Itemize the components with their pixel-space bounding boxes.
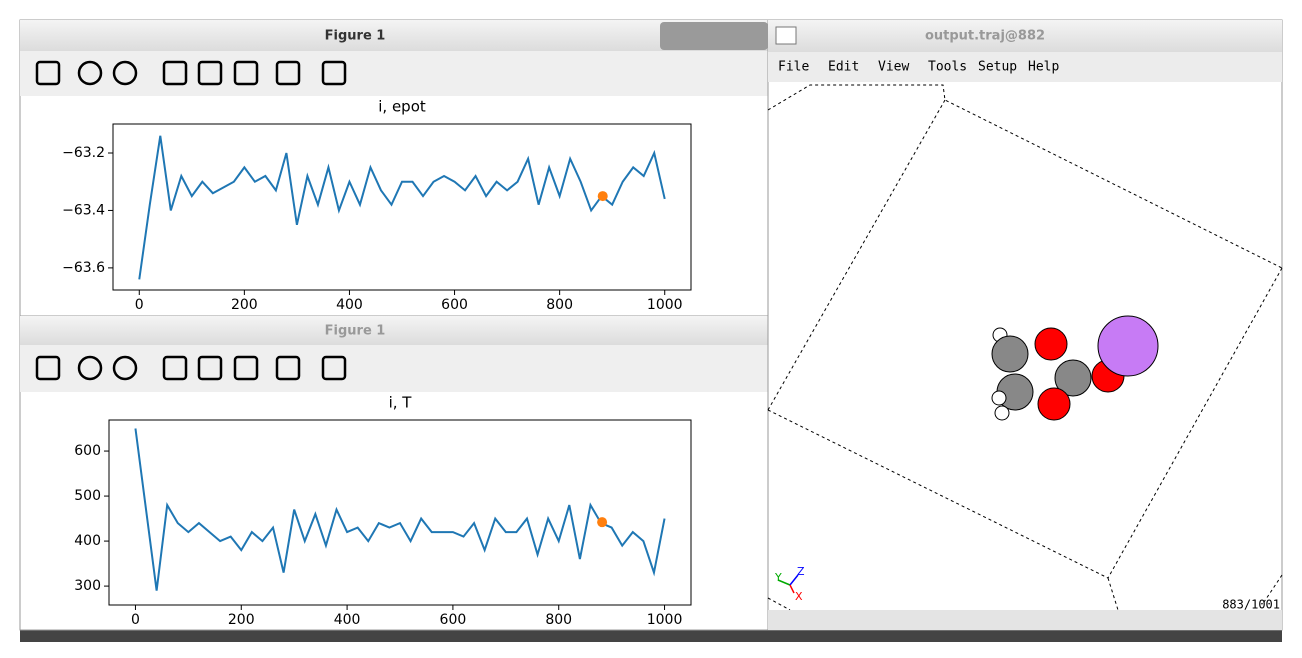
atom [1054,359,1092,397]
x-tick-label: 200 [228,612,255,628]
window-title: Figure 1 [325,324,386,339]
x-tick-label: 600 [440,612,467,628]
frame-counter: 883/1001 [1222,598,1280,612]
toolbar-button[interactable] [233,60,259,86]
toolbar-button[interactable] [275,355,301,381]
data-line [134,428,666,591]
cell-edge [767,84,1283,269]
atom [991,335,1029,373]
atom [1034,327,1068,361]
window [767,19,1283,631]
toolbar-button[interactable] [275,60,301,86]
toolbar [20,51,768,96]
toolbar-button[interactable] [321,355,347,381]
menu-item[interactable]: Edit [828,60,859,75]
window-buttons[interactable] [660,22,768,50]
y-tick-label: 400 [74,533,101,549]
title-bar [20,20,768,51]
status-bar [768,610,1282,630]
x-tick-label: 800 [546,297,573,313]
toolbar-button[interactable] [162,355,188,381]
x-tick-label: 600 [441,297,468,313]
toolbar-button[interactable] [77,60,103,86]
axis-line [777,579,791,586]
toolbar [20,345,768,392]
chart-title: i, T [389,394,413,412]
toolbar-button[interactable] [112,355,138,381]
x-tick-label: 400 [334,612,361,628]
toolbar-button[interactable] [162,60,188,86]
atom [1097,315,1159,377]
molecule [991,315,1159,421]
current-point [597,191,608,202]
window-title: output.traj@882 [925,29,1045,44]
y-tick-label: 600 [74,443,101,459]
toolbar-button[interactable] [35,355,61,381]
chart-title: i, epot [378,98,426,116]
atom [1037,387,1071,421]
toolbar-button[interactable] [35,60,61,86]
unit-cell [767,84,1283,611]
axes-indicator: X Y Z [774,565,805,603]
terminal-strip [20,630,1282,642]
axis-label: X [795,590,803,603]
x-tick-label: 400 [336,297,363,313]
x-tick-label: 0 [131,612,140,628]
plot-frame [112,123,692,291]
y-tick-label: 300 [74,578,101,594]
menu-item[interactable]: Help [1028,60,1059,75]
current-point [597,517,608,528]
toolbar-button[interactable] [321,60,347,86]
y-tick-label: −63.2 [62,145,105,161]
axis-line [789,574,799,586]
x-tick-label: 200 [231,297,258,313]
atom [994,405,1010,421]
toolbar-button[interactable] [197,60,223,86]
x-tick-label: 1000 [647,612,683,628]
toolbar-button[interactable] [77,355,103,381]
plot-frame [108,419,692,606]
window-title: Figure 1 [325,29,386,44]
axis-label: Y [774,571,782,584]
title-bar [768,20,1282,52]
x-tick-label: 800 [545,612,572,628]
menu-item[interactable]: File [778,60,809,75]
menu-item[interactable]: Tools [928,60,967,75]
menu-item[interactable]: View [878,60,909,75]
data-line [138,135,666,280]
app-icon [775,26,797,45]
y-tick-label: −63.6 [62,260,105,276]
toolbar-button[interactable] [233,355,259,381]
x-tick-label: 0 [135,297,144,313]
x-tick-label: 1000 [647,297,683,313]
axis-label: Z [797,565,805,578]
y-tick-label: 500 [74,488,101,504]
y-tick-label: −63.4 [62,202,105,218]
cell-edge [767,597,791,611]
title-bar [20,316,768,345]
toolbar-button[interactable] [112,60,138,86]
menu-bar [768,52,1282,82]
atom [991,390,1007,406]
toolbar-button[interactable] [197,355,223,381]
cell-edge [1261,574,1283,606]
menu-item[interactable]: Setup [978,60,1017,75]
axis-line [789,584,795,594]
cell-edge [1107,267,1283,579]
